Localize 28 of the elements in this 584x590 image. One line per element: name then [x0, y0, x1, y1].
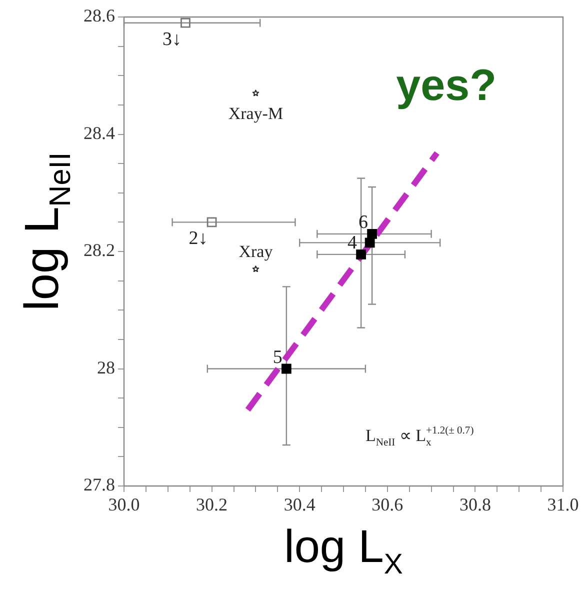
- point: [281, 364, 292, 374]
- point: [180, 18, 190, 28]
- point: [367, 228, 377, 239]
- annotation: Xray: [238, 242, 274, 262]
- y-tick-label: 27.8: [84, 474, 115, 495]
- annotation: 4: [348, 232, 358, 254]
- x-tick-label: 30.2: [196, 494, 228, 515]
- point: [206, 217, 217, 228]
- point: [356, 249, 366, 260]
- point: [252, 266, 260, 272]
- annotation: 2↓: [188, 228, 208, 250]
- y-tick-label: 28.2: [84, 240, 115, 260]
- x-tick-label: 30.4: [284, 494, 316, 515]
- y-tick-label: 28.4: [84, 122, 115, 143]
- annotation: 5: [272, 346, 282, 368]
- annotation: yes?: [396, 61, 496, 110]
- annotation: 6: [358, 212, 368, 233]
- x-tick-label: 30.8: [459, 494, 491, 515]
- y-tick-label: 28.6: [84, 6, 115, 26]
- x-tick-label: 30.6: [372, 494, 404, 515]
- x-tick-label: 30.0: [108, 494, 140, 515]
- annotation: 3↓: [162, 28, 182, 50]
- point: [364, 238, 375, 248]
- point: [252, 90, 260, 96]
- y-tick-label: 28: [97, 357, 115, 378]
- annotation: Xray-M: [228, 104, 284, 124]
- x-tick-label: 31.0: [547, 494, 579, 515]
- y-axis-title: log LNeII: [16, 152, 77, 311]
